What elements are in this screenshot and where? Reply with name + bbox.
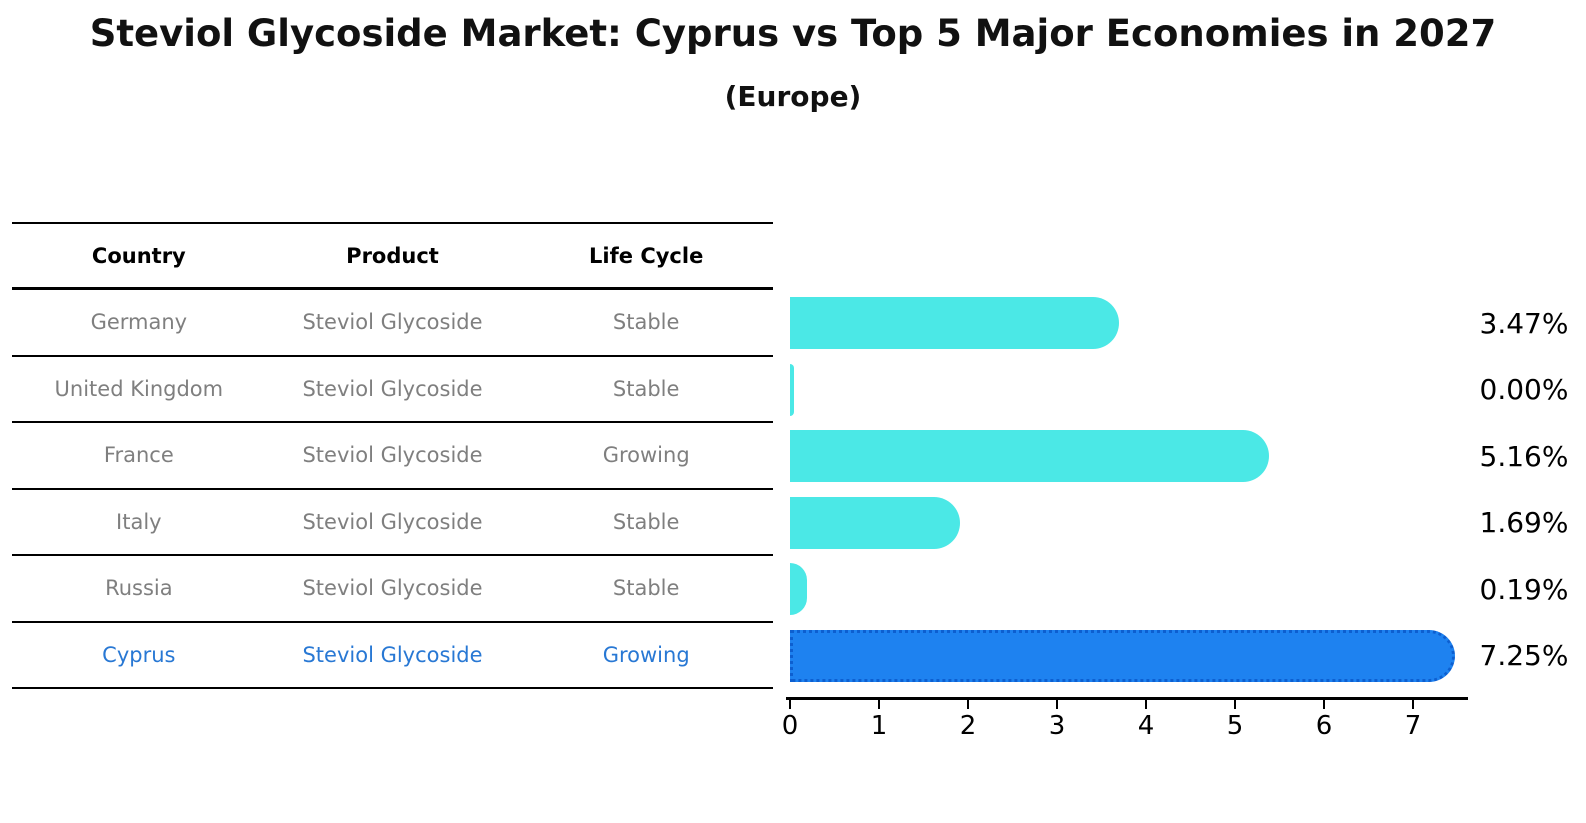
table-cell-lifecycle: Stable [612, 576, 680, 601]
bar-plot: 0 1 2 3 4 5 6 7 [782, 290, 1475, 741]
x-axis-tick-mark-5 [1234, 700, 1236, 709]
value-label-germany: 3.47% [1479, 306, 1569, 340]
table-header-row: Country Product Life Cycle [12, 222, 773, 290]
table-cell-country: Russia [105, 576, 173, 601]
x-axis-tick-label-1: 1 [870, 711, 888, 741]
table-row: United Kingdom Steviol Glycoside Stable [12, 357, 773, 423]
table-header-lifecycle: Life Cycle [589, 243, 704, 268]
table-cell-lifecycle: Growing [602, 642, 690, 667]
x-axis-tick-mark-0 [789, 700, 791, 709]
table-cell-country: Cyprus [102, 642, 176, 667]
value-label-cyprus: 7.25% [1479, 639, 1569, 673]
x-axis-tick-mark-6 [1323, 700, 1325, 709]
x-axis-tick-mark-4 [1145, 700, 1147, 709]
table-cell-product: Steviol Glycoside [302, 509, 483, 534]
x-axis-tick-mark-1 [878, 700, 880, 709]
table-cell-lifecycle: Stable [612, 376, 680, 401]
table-row: Germany Steviol Glycoside Stable [12, 290, 773, 357]
x-axis-tick-mark-3 [1056, 700, 1058, 709]
table-row: Russia Steviol Glycoside Stable [12, 556, 773, 623]
table-row: France Steviol Glycoside Growing [12, 423, 773, 490]
table-cell-country: Italy [116, 509, 162, 534]
x-axis-tick-label-0: 0 [781, 711, 799, 741]
bar-germany [790, 297, 1119, 350]
table-header-country: Country [91, 243, 186, 268]
table-rows: Germany Steviol Glycoside Stable United … [12, 290, 773, 689]
table-cell-country: France [103, 443, 174, 468]
table-cell-lifecycle: Growing [602, 443, 690, 468]
bar-russia [790, 563, 807, 616]
x-axis-line [786, 697, 1468, 700]
table-cell-country: United Kingdom [54, 376, 224, 401]
x-axis-tick-mark-7 [1412, 700, 1414, 709]
bar-united-kingdom [790, 363, 794, 416]
value-label-italy: 1.69% [1479, 506, 1569, 540]
bar-france [790, 430, 1270, 483]
chart-title: Steviol Glycoside Market: Cyprus vs Top … [89, 12, 1497, 55]
bar-cyprus [790, 629, 1456, 682]
table-cell-product: Steviol Glycoside [302, 576, 483, 601]
table-cell-lifecycle: Stable [612, 509, 680, 534]
table-cell-product: Steviol Glycoside [302, 310, 483, 335]
table-cell-product: Steviol Glycoside [302, 443, 483, 468]
table-cell-product: Steviol Glycoside [302, 376, 483, 401]
x-axis-tick-label-6: 6 [1315, 711, 1333, 741]
table-cell-product: Steviol Glycoside [302, 642, 483, 667]
table-row: Cyprus Steviol Glycoside Growing [12, 623, 773, 689]
x-axis-tick-label-2: 2 [959, 711, 977, 741]
x-axis-tick-label-3: 3 [1048, 711, 1066, 741]
table-row: Italy Steviol Glycoside Stable [12, 490, 773, 556]
x-axis-tick-label-5: 5 [1226, 711, 1244, 741]
value-label-france: 5.16% [1479, 439, 1569, 473]
value-label-russia: 0.19% [1479, 572, 1569, 606]
x-axis-tick-label-4: 4 [1137, 711, 1155, 741]
bar-italy [790, 496, 961, 549]
x-axis-tick-mark-2 [967, 700, 969, 709]
table-header-product: Product [346, 243, 439, 268]
x-axis-tick-label-7: 7 [1404, 711, 1422, 741]
table-cell-lifecycle: Stable [612, 310, 680, 335]
country-table: Country Product Life Cycle Germany Stevi… [12, 222, 773, 689]
value-label-united-kingdom: 0.00% [1479, 373, 1569, 407]
chart-subtitle: (Europe) [724, 80, 862, 113]
table-cell-country: Germany [90, 310, 188, 335]
